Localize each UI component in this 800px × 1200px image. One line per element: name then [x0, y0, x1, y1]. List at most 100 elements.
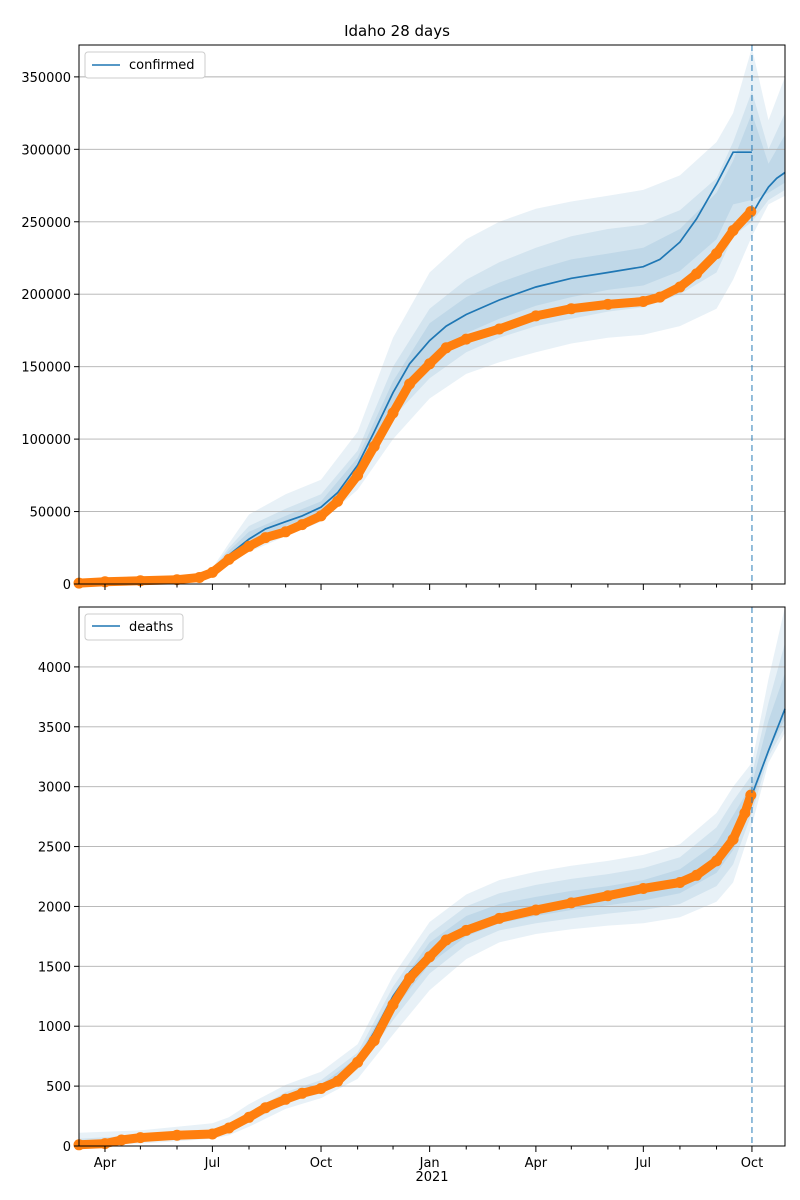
uncertainty-band-1: [79, 47, 785, 584]
observed-point: [280, 1093, 292, 1105]
deaths-uncertainty-bands: [79, 607, 785, 1146]
y-tick-label: 500: [46, 1080, 71, 1095]
y-tick-label: 1000: [38, 1020, 71, 1035]
observed-point: [565, 303, 577, 315]
x-tick-label: Oct: [310, 1156, 332, 1171]
observed-point: [223, 553, 235, 565]
confirmed-axes-frame: [78, 44, 786, 585]
x-tick-label: Jan: [419, 1156, 440, 1171]
deaths-legend: deaths: [84, 613, 184, 641]
observed-point: [637, 296, 649, 307]
y-tick-label: 1500: [38, 960, 71, 975]
x-axis-year-label: 2021: [415, 1170, 448, 1185]
observed-point: [711, 855, 722, 867]
observed-point: [368, 440, 380, 452]
observed-point: [674, 877, 686, 888]
confirmed-x-ticks: [104, 584, 753, 590]
observed-point: [315, 1083, 327, 1094]
confirmed-lines: [78, 151, 786, 584]
observed-point: [565, 897, 577, 909]
observed-point: [727, 225, 739, 236]
observed-point: [206, 566, 218, 578]
y-tick-label: 350000: [21, 71, 71, 86]
y-tick-label: 0: [63, 578, 71, 593]
observed-point: [727, 833, 739, 845]
observed-point: [99, 576, 111, 588]
observed-point: [460, 924, 472, 936]
y-tick-label: 4000: [38, 661, 71, 676]
observed-point: [171, 574, 183, 586]
observed-point: [530, 310, 542, 322]
forecast-line-line: [751, 171, 786, 215]
legend-box: [84, 51, 206, 79]
observed-point: [352, 1056, 364, 1068]
observed-point: [134, 575, 146, 587]
y-tick-label: 200000: [21, 288, 71, 303]
observed-point: [260, 532, 271, 544]
legend-box: [84, 613, 184, 641]
uncertainty-band-1: [79, 607, 785, 1146]
observed-point: [332, 495, 344, 507]
confirmed-legend: confirmed: [84, 51, 206, 79]
legend-label-confirmed: confirmed: [129, 58, 195, 73]
y-tick-label: 50000: [30, 506, 71, 521]
uncertainty-band-3: [79, 113, 785, 584]
observed-point: [440, 342, 452, 354]
y-tick-label: 250000: [21, 216, 71, 231]
observed-point: [223, 1122, 235, 1134]
observed-point: [424, 951, 436, 963]
legend-label-deaths: deaths: [129, 620, 174, 635]
observed-point: [332, 1075, 344, 1087]
deaths-panel: 0 500 1000 1500 2000 2500 3000 3500 4000 Apr Jul O…: [38, 606, 786, 1185]
observed-point: [404, 972, 416, 984]
deaths-axes-frame: [78, 606, 786, 1147]
observed-point: [296, 1087, 308, 1099]
observed-point: [280, 526, 292, 538]
y-tick-label: 3000: [38, 781, 71, 796]
x-tick-label: Oct: [741, 1156, 763, 1171]
observed-point: [460, 333, 472, 345]
deaths-observed-markers: [73, 789, 757, 1151]
observed-point: [260, 1102, 271, 1114]
observed-point: [116, 1134, 127, 1146]
chart-title: Idaho 28 days: [344, 22, 450, 40]
observed-point: [739, 807, 751, 819]
observed-point: [315, 510, 327, 522]
y-tick-label: 2000: [38, 900, 71, 915]
observed-point: [387, 407, 399, 419]
observed-point: [711, 248, 722, 260]
observed-point: [493, 323, 505, 335]
observed-point: [493, 912, 505, 924]
observed-point: [243, 1111, 255, 1123]
observed-point: [745, 206, 757, 218]
y-tick-label: 2500: [38, 841, 71, 856]
observed-point: [243, 540, 255, 552]
y-tick-label: 0: [63, 1140, 71, 1155]
observed-point: [654, 291, 666, 303]
observed-point: [193, 572, 205, 583]
confirmed-line: [78, 151, 752, 584]
observed-point: [674, 281, 686, 293]
observed-point: [171, 1129, 183, 1141]
x-tick-label: Jul: [204, 1156, 221, 1171]
confirmed-panel: 0 50000 100000 150000 200000 250000 300000 3500…: [21, 44, 786, 593]
observed-point: [691, 268, 702, 280]
observed-point: [424, 358, 436, 370]
deaths-x-axis: Apr Jul Oct Jan Apr Jul Oct: [94, 1146, 763, 1171]
observed-point: [352, 469, 364, 481]
x-tick-label: Apr: [525, 1156, 548, 1171]
uncertainty-band-2: [79, 642, 785, 1146]
observed-point: [440, 934, 452, 946]
x-tick-label: Jul: [634, 1156, 651, 1171]
observed-point: [387, 999, 399, 1011]
deaths-y-axis: 0 500 1000 1500 2000 2500 3000 3500 4000: [38, 661, 79, 1155]
observed-point: [530, 904, 542, 916]
x-tick-label: Apr: [94, 1156, 117, 1171]
y-tick-label: 3500: [38, 721, 71, 736]
y-tick-label: 300000: [21, 143, 71, 158]
observed-point: [637, 883, 649, 894]
confirmed-observed-markers: [73, 206, 757, 589]
observed-point: [745, 789, 757, 801]
confirmed-y-axis: 0 50000 100000 150000 200000 250000 300000 3500…: [21, 71, 79, 593]
